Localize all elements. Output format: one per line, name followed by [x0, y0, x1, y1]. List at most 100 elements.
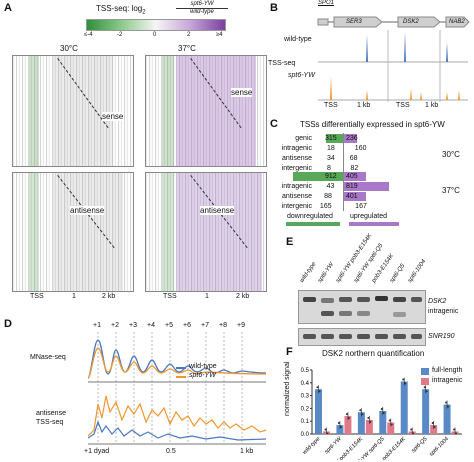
nuc-label: +6 — [183, 322, 191, 329]
sense-label-37: sense — [231, 88, 253, 97]
data-point — [431, 422, 434, 425]
x-tick: 1 — [72, 293, 76, 300]
gene-spo1: SPO1 — [318, 0, 335, 6]
bar-intragenic — [344, 416, 352, 434]
gene-dsk2: DSK2 — [403, 19, 419, 25]
colorbar-tick: ≤-4 — [84, 32, 93, 38]
ylabel-tss-seq: TSS-seq — [268, 60, 296, 67]
colorbar-ratio: spt6-YW wild-type — [176, 1, 228, 16]
x-tick: 2 kb — [102, 293, 116, 300]
row-spt6-yw: spt6-YW — [288, 72, 315, 79]
class-label: intragenic — [281, 145, 312, 152]
panel-b-tracks — [317, 16, 470, 102]
bar-full-length — [400, 381, 408, 434]
down-value: 43 — [326, 183, 335, 190]
data-point — [404, 382, 407, 385]
panel-c-title: TSSs differentially expressed in spt6-YW — [300, 120, 445, 129]
up-bar — [344, 202, 353, 211]
x-tick: TSS — [30, 293, 44, 300]
data-point — [382, 411, 385, 414]
data-point — [425, 390, 428, 393]
panel-b-label: B — [270, 2, 278, 14]
bar-full-length — [443, 404, 451, 434]
data-point — [402, 378, 405, 381]
northern-blot-dsk2 — [298, 290, 426, 324]
legend-intra-label: intragenic — [432, 377, 463, 384]
b-x-tick: TSS — [324, 102, 338, 109]
data-point — [445, 401, 448, 404]
x-tick: 2 kb — [236, 293, 250, 300]
up-bar — [344, 182, 390, 191]
probe-snr190: SNR190 — [428, 333, 455, 340]
up-value: 160 — [354, 145, 367, 152]
panel-c-center-line — [343, 133, 344, 211]
up-value: 82 — [350, 165, 359, 172]
f-ylabel: normalized signal — [284, 361, 291, 416]
y-tick-label: 0.3 — [301, 394, 310, 400]
down-bar — [292, 172, 343, 181]
data-point — [388, 419, 391, 422]
nuc-label: +7 — [201, 322, 209, 329]
bar-intragenic — [387, 422, 395, 434]
down-value: 912 — [325, 173, 337, 180]
d-x-tick: +1 dyad — [84, 448, 110, 455]
data-point — [359, 409, 362, 412]
data-point — [367, 416, 370, 419]
class-label: intergenic — [281, 165, 312, 172]
colorbar — [86, 19, 226, 31]
panel-a-label: A — [4, 2, 12, 14]
d-x-tick: 0.5 — [166, 448, 176, 455]
y-tick-label: 0.1 — [301, 419, 310, 425]
nuc-label: +4 — [147, 322, 155, 329]
colorbar-title: TSS-seq: log — [96, 4, 143, 13]
down-value: 8 — [327, 165, 331, 172]
bar-full-length — [357, 412, 365, 434]
data-point — [453, 428, 456, 431]
down-bar — [334, 202, 343, 211]
legend-mut-label: spt6-YW — [189, 372, 216, 379]
legend-full-label: full-length — [432, 367, 463, 374]
data-point — [326, 432, 329, 435]
colorbar-tick: ≥4 — [216, 32, 223, 38]
up-bar — [344, 172, 367, 181]
northern-blot-snr190 — [298, 328, 426, 346]
down-value: 315 — [325, 135, 337, 142]
x-category-label: wild-type — [302, 436, 322, 456]
y-tick-label: 0.0 — [301, 432, 310, 438]
heatmap-antisense-30 — [12, 172, 134, 292]
row-wild-type: wild-type — [284, 36, 312, 43]
legend-mut-line — [176, 376, 186, 378]
data-point — [316, 386, 319, 389]
up-value: 236 — [346, 135, 358, 142]
data-point — [369, 420, 372, 423]
down-value: 18 — [327, 145, 335, 152]
bar-full-length — [379, 410, 387, 434]
lane-label: spt6-1004 — [407, 258, 428, 284]
bar-full-length — [336, 425, 344, 434]
colorbar-tick: 2 — [187, 32, 191, 38]
up-value: 68 — [349, 155, 358, 162]
ratio-numerator: spt6-YW — [176, 1, 228, 9]
ratio-denominator: wild-type — [190, 9, 214, 15]
data-point — [339, 426, 342, 429]
temp-30: 30°C — [60, 44, 78, 53]
b-x-tick: 1 kb — [425, 102, 439, 109]
y-tick-label: 0.5 — [301, 368, 310, 374]
legend-down-swatch — [286, 222, 340, 226]
sense-label-30: sense — [102, 112, 124, 121]
up-value: 405 — [346, 173, 358, 180]
data-point — [433, 426, 436, 429]
class-label: antisense — [282, 193, 312, 200]
data-point — [390, 423, 393, 426]
panel-a-title: TSS-seq: log2 — [96, 4, 146, 18]
temp-37: 37°C — [178, 44, 196, 53]
class-label: intragenic — [281, 183, 312, 190]
data-point — [361, 413, 364, 416]
bar-full-length — [422, 389, 430, 434]
ylabel-antisense: antisense — [36, 410, 66, 417]
bar-full-length — [315, 389, 322, 434]
nuc-label: +1 — [93, 322, 101, 329]
legend-up-label: upregulated — [350, 213, 387, 220]
probe-dsk2: DSK2 — [428, 298, 447, 305]
bar-intragenic — [365, 419, 373, 434]
